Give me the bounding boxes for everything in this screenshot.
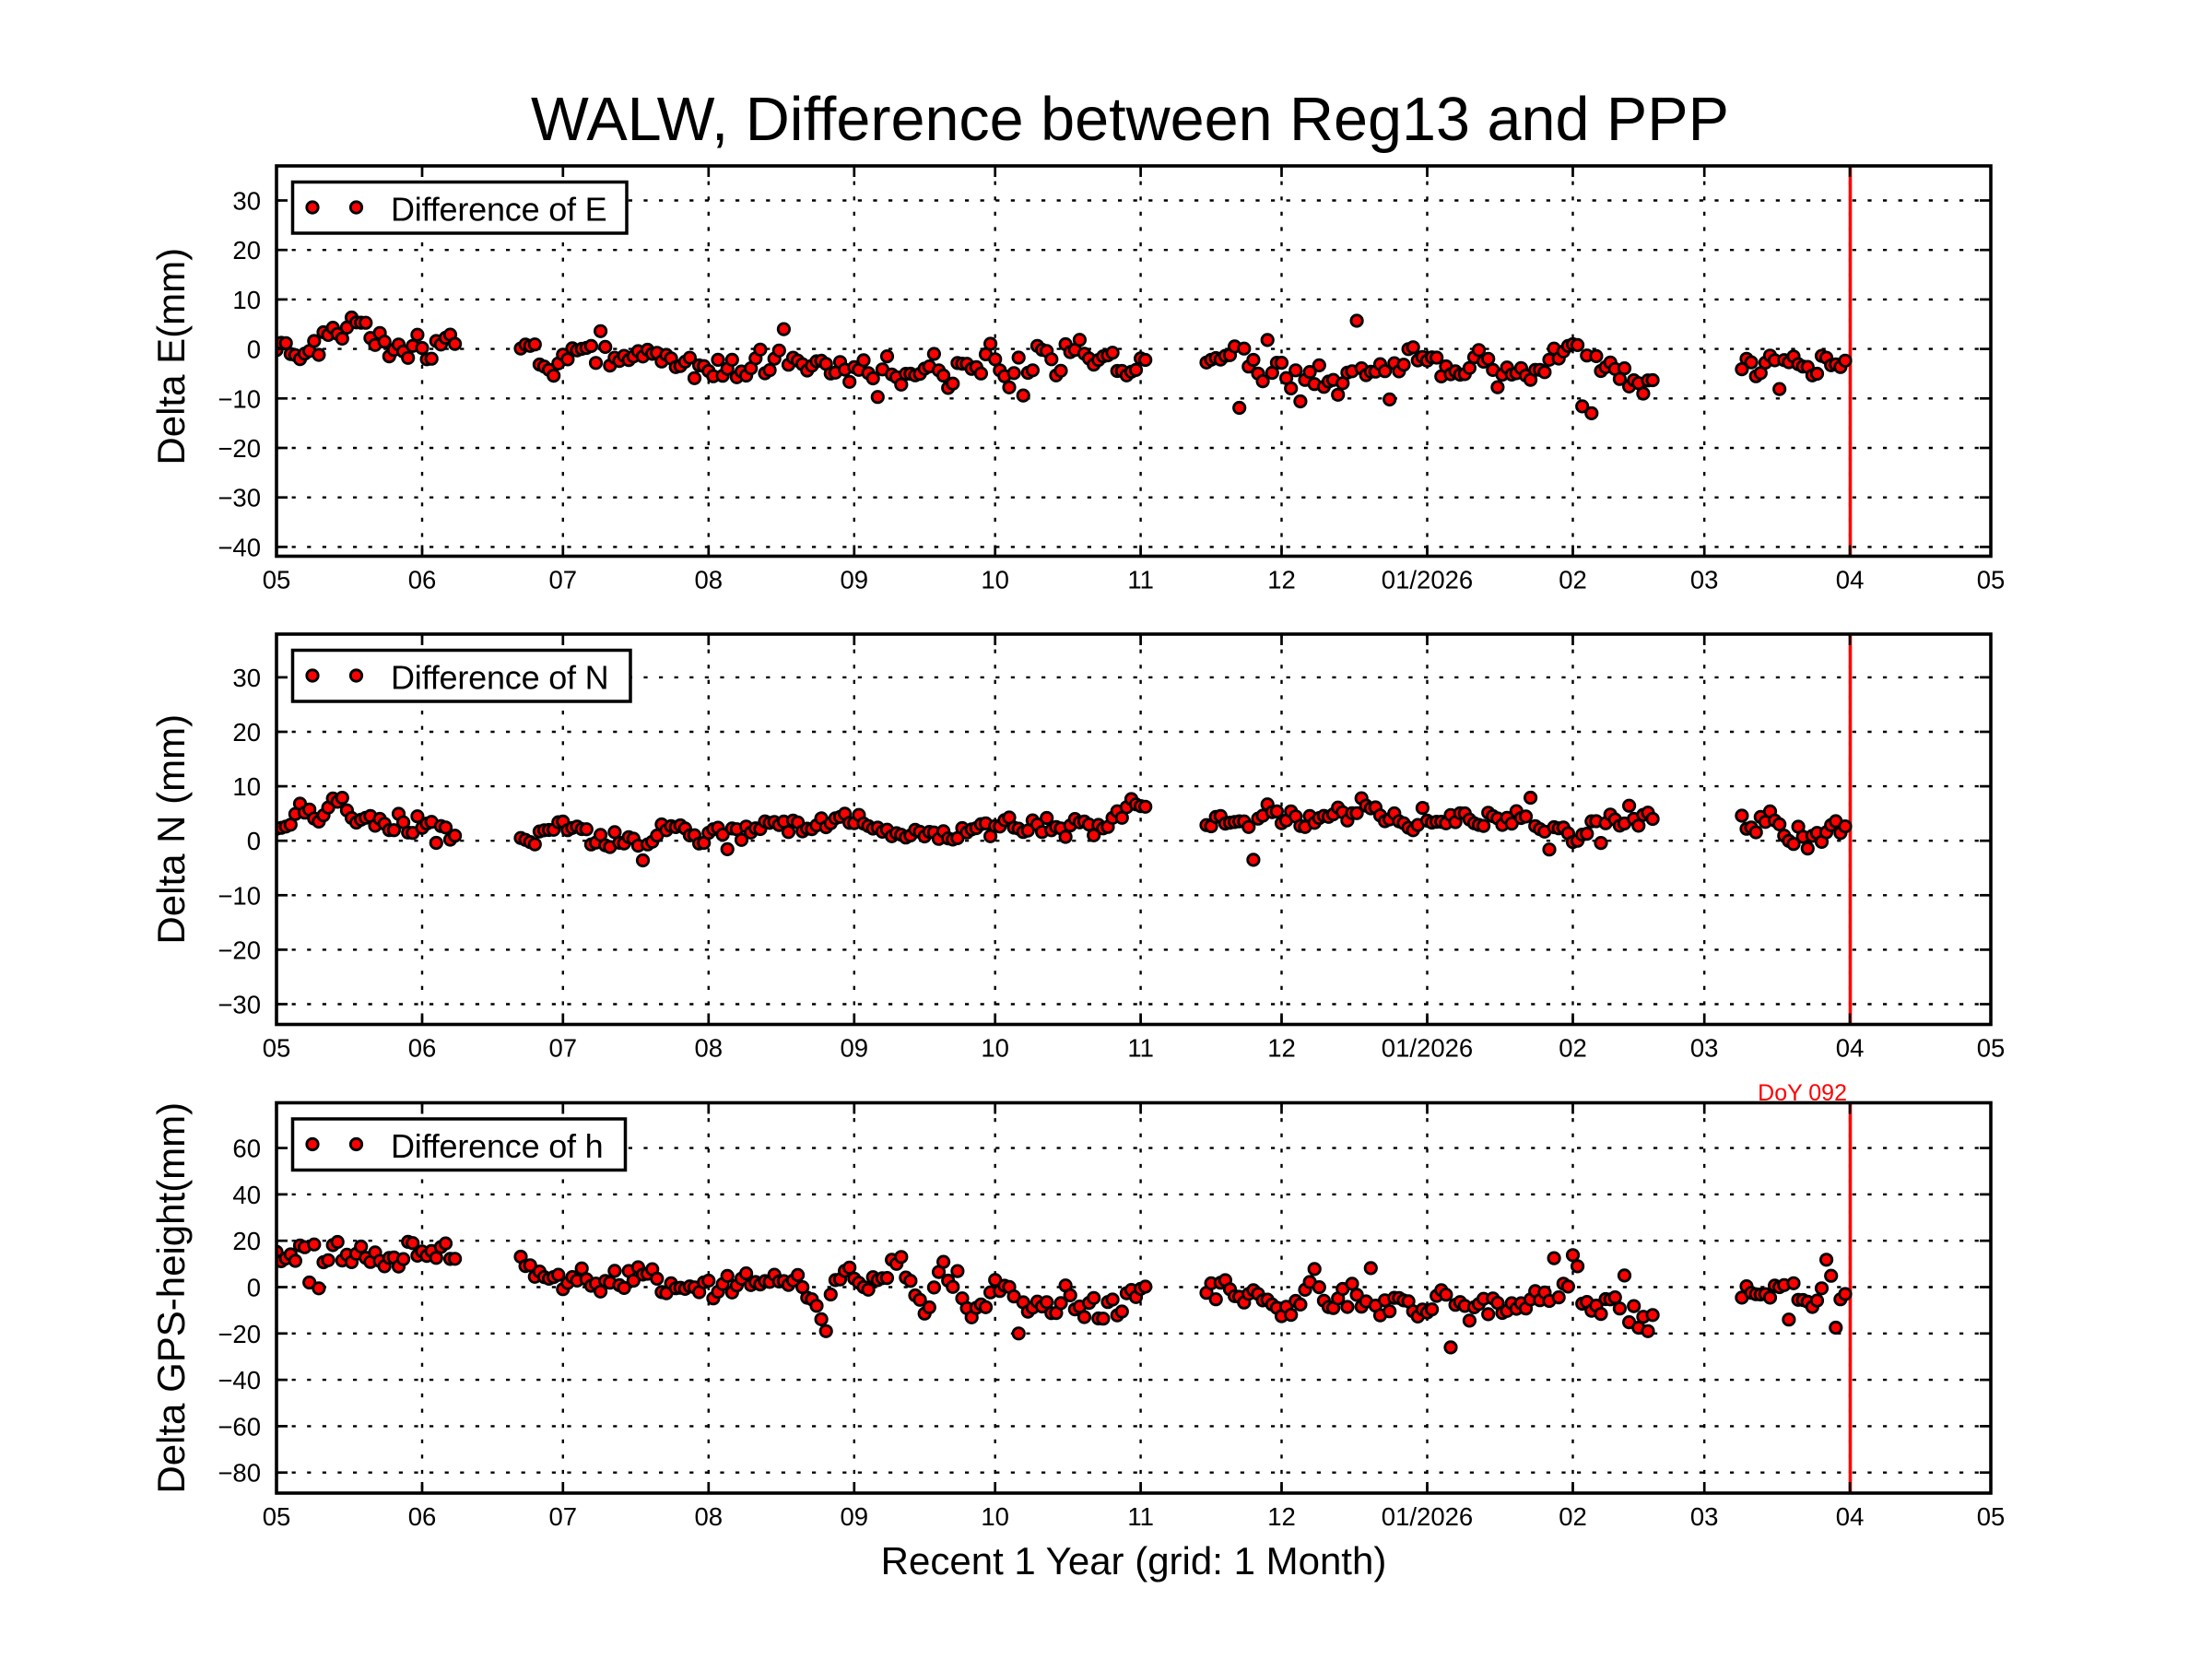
svg-text:Delta GPS-height(mm): Delta GPS-height(mm) — [149, 1102, 193, 1494]
svg-text:0: 0 — [247, 827, 261, 855]
svg-text:09: 09 — [841, 1033, 869, 1062]
svg-text:05: 05 — [1977, 565, 2006, 594]
svg-text:08: 08 — [695, 1033, 724, 1062]
svg-text:10: 10 — [232, 772, 261, 801]
svg-text:05: 05 — [263, 1502, 291, 1531]
svg-text:10: 10 — [981, 565, 1009, 594]
svg-text:0: 0 — [247, 335, 261, 364]
svg-text:05: 05 — [263, 565, 291, 594]
svg-text:04: 04 — [1836, 1033, 1865, 1062]
svg-text:−20: −20 — [218, 935, 261, 964]
svg-text:Difference of h: Difference of h — [391, 1127, 603, 1165]
svg-text:05: 05 — [1977, 1033, 2006, 1062]
svg-text:03: 03 — [1690, 1033, 1719, 1062]
svg-text:06: 06 — [408, 565, 437, 594]
svg-text:−30: −30 — [218, 991, 261, 1019]
svg-text:10: 10 — [981, 1033, 1009, 1062]
svg-text:−40: −40 — [218, 533, 261, 561]
svg-text:11: 11 — [1127, 1033, 1154, 1062]
svg-text:09: 09 — [841, 1502, 869, 1531]
svg-text:40: 40 — [232, 1181, 261, 1209]
svg-text:04: 04 — [1836, 1502, 1865, 1531]
svg-text:Difference of N: Difference of N — [391, 659, 608, 697]
svg-text:−80: −80 — [218, 1459, 261, 1488]
svg-text:06: 06 — [408, 1502, 437, 1531]
svg-text:07: 07 — [549, 565, 578, 594]
svg-text:11: 11 — [1127, 1502, 1154, 1531]
svg-text:Delta E(mm): Delta E(mm) — [149, 248, 193, 465]
svg-text:01/2026: 01/2026 — [1382, 1502, 1473, 1531]
svg-text:05: 05 — [263, 1033, 291, 1062]
svg-text:04: 04 — [1836, 565, 1865, 594]
svg-text:DoY 092: DoY 092 — [1758, 1080, 1847, 1106]
svg-text:20: 20 — [232, 718, 261, 747]
svg-text:30: 30 — [232, 187, 261, 216]
svg-text:−30: −30 — [218, 484, 261, 512]
svg-text:Delta N (mm): Delta N (mm) — [149, 714, 193, 945]
svg-text:WALW, Difference between Reg13: WALW, Difference between Reg13 and PPP — [531, 86, 1729, 154]
svg-text:60: 60 — [232, 1135, 261, 1163]
svg-text:11: 11 — [1127, 565, 1154, 594]
svg-text:10: 10 — [981, 1502, 1009, 1531]
svg-text:0: 0 — [247, 1274, 261, 1302]
svg-text:12: 12 — [1267, 1033, 1296, 1062]
svg-text:01/2026: 01/2026 — [1382, 1033, 1473, 1062]
svg-text:Recent 1 Year (grid: 1 Month): Recent 1 Year (grid: 1 Month) — [881, 1539, 1387, 1583]
svg-text:−60: −60 — [218, 1412, 261, 1441]
svg-text:07: 07 — [549, 1502, 578, 1531]
svg-text:20: 20 — [232, 1227, 261, 1255]
svg-text:08: 08 — [695, 565, 724, 594]
svg-text:05: 05 — [1977, 1502, 2006, 1531]
svg-text:20: 20 — [232, 236, 261, 265]
svg-text:−10: −10 — [218, 881, 261, 910]
svg-text:02: 02 — [1559, 1502, 1587, 1531]
svg-text:03: 03 — [1690, 1502, 1719, 1531]
svg-text:30: 30 — [232, 664, 261, 692]
svg-text:09: 09 — [841, 565, 869, 594]
svg-text:−20: −20 — [218, 1320, 261, 1348]
svg-text:03: 03 — [1690, 565, 1719, 594]
svg-text:02: 02 — [1559, 1033, 1587, 1062]
svg-text:12: 12 — [1267, 565, 1296, 594]
svg-text:02: 02 — [1559, 565, 1587, 594]
svg-text:−20: −20 — [218, 434, 261, 463]
svg-text:08: 08 — [695, 1502, 724, 1531]
svg-text:−10: −10 — [218, 384, 261, 413]
svg-text:01/2026: 01/2026 — [1382, 565, 1473, 594]
svg-text:06: 06 — [408, 1033, 437, 1062]
svg-text:Difference of E: Difference of E — [391, 191, 606, 229]
svg-text:10: 10 — [232, 286, 261, 314]
svg-text:12: 12 — [1267, 1502, 1296, 1531]
svg-text:07: 07 — [549, 1033, 578, 1062]
svg-text:−40: −40 — [218, 1366, 261, 1394]
